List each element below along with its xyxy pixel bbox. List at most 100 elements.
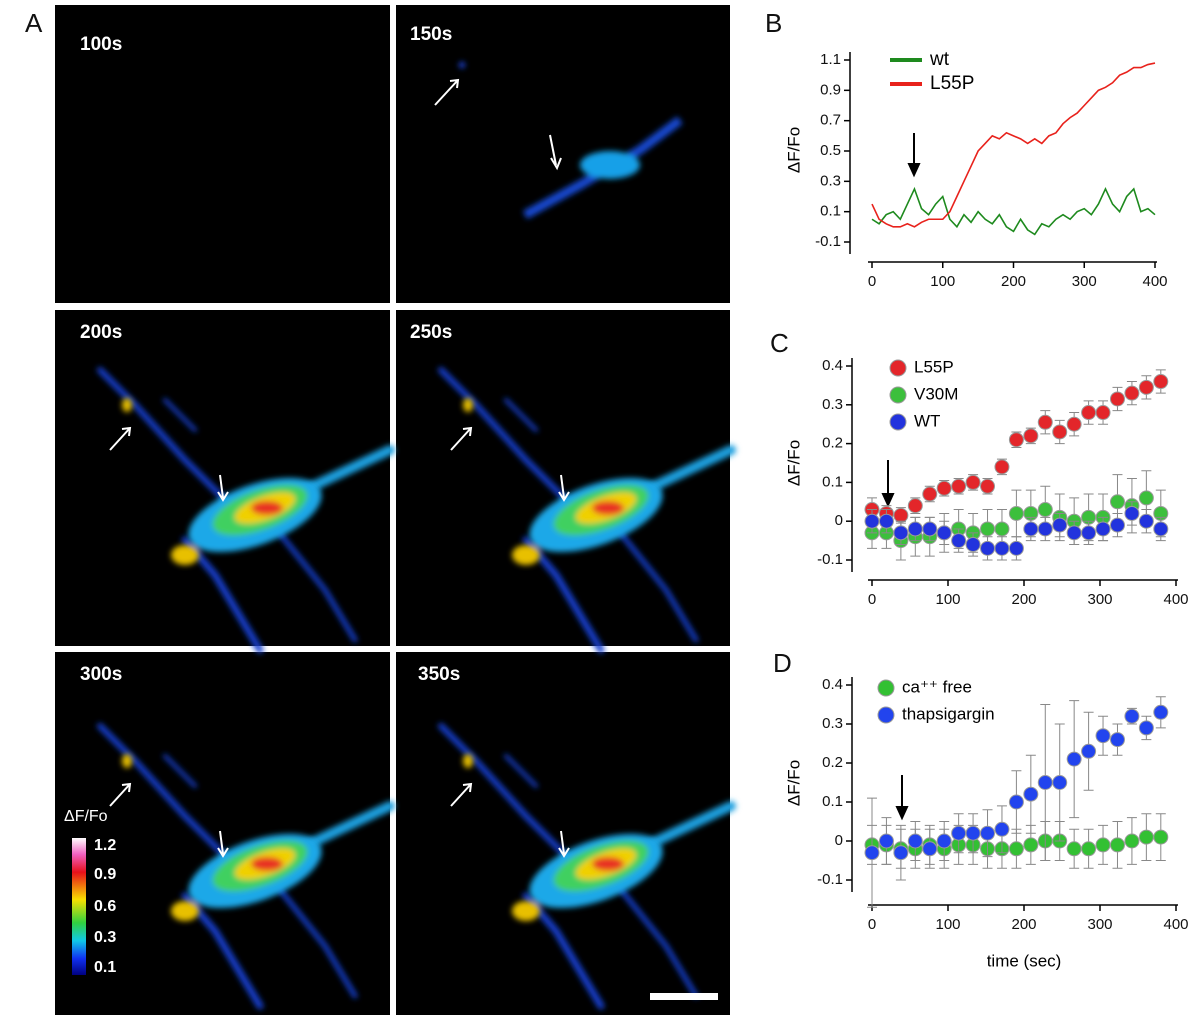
x-tick-label: 400 — [1163, 916, 1188, 933]
arrow-head — [895, 806, 909, 821]
trace — [871, 62, 1156, 228]
point — [1037, 502, 1053, 518]
panel-letter: C — [770, 328, 789, 358]
point — [980, 825, 996, 841]
y-axis-label: ΔF/Fo — [784, 127, 803, 173]
point — [1066, 416, 1082, 432]
point — [1066, 525, 1082, 541]
point — [1081, 743, 1097, 759]
panel-letter: D — [773, 648, 792, 678]
point — [893, 507, 909, 523]
y-tick-label: 0.3 — [820, 172, 841, 189]
point — [922, 841, 938, 857]
point — [1008, 540, 1024, 556]
cell-150s — [434, 62, 683, 219]
point — [1008, 505, 1024, 521]
y-tick-label: 0.1 — [820, 203, 841, 220]
x-axis-label: time (sec) — [987, 951, 1062, 970]
legend-label: ca⁺⁺ free — [902, 677, 972, 696]
x-tick-label: 100 — [935, 916, 960, 933]
point — [994, 540, 1010, 556]
arrow-head — [881, 493, 895, 508]
legend-label: L55P — [914, 357, 954, 376]
point — [1095, 405, 1111, 421]
x-tick-label: 100 — [935, 591, 960, 608]
x-tick-label: 300 — [1087, 916, 1112, 933]
y-tick-label: 0.1 — [822, 793, 843, 810]
y-tick-label: 0.3 — [822, 715, 843, 732]
x-tick-label: 100 — [930, 273, 955, 290]
point — [907, 498, 923, 514]
point — [1109, 732, 1125, 748]
point — [1008, 841, 1024, 857]
timestamp: 100s — [80, 34, 122, 55]
point — [1066, 841, 1082, 857]
point — [1095, 521, 1111, 537]
point — [1023, 428, 1039, 444]
y-tick-label: 1.1 — [820, 51, 841, 68]
point — [1153, 374, 1169, 390]
point — [1138, 379, 1154, 395]
x-tick-label: 400 — [1142, 273, 1167, 290]
y-tick-label: -0.1 — [817, 551, 843, 568]
point — [980, 540, 996, 556]
image-grid: 100s 150s 200s 250s 300s 350s ΔF/Fo 1.2 … — [55, 5, 731, 1015]
legend-label: WT — [914, 411, 940, 430]
point — [965, 825, 981, 841]
y-tick-label: 0.2 — [822, 435, 843, 452]
point — [1138, 513, 1154, 529]
y-tick-label: -0.1 — [815, 233, 841, 250]
point — [994, 459, 1010, 475]
point — [1153, 521, 1169, 537]
point — [1037, 521, 1053, 537]
x-tick-label: 200 — [1011, 591, 1036, 608]
point — [1052, 517, 1068, 533]
legend-swatch — [889, 386, 907, 404]
point — [1008, 432, 1024, 448]
point — [994, 521, 1010, 537]
point — [1109, 391, 1125, 407]
point — [1081, 405, 1097, 421]
x-tick-label: 0 — [868, 916, 876, 933]
y-axis-label: ΔF/Fo — [784, 760, 803, 806]
point — [1023, 521, 1039, 537]
arrow-head — [907, 163, 921, 178]
colorbar-title: ΔF/Fo — [64, 808, 108, 825]
point — [951, 533, 967, 549]
point — [1081, 525, 1097, 541]
point — [1109, 494, 1125, 510]
point — [936, 480, 952, 496]
stimulus-arrows — [881, 133, 921, 821]
y-tick-label: 0 — [835, 512, 843, 529]
point — [907, 521, 923, 537]
point — [980, 478, 996, 494]
legend-swatch — [877, 679, 895, 697]
point — [922, 486, 938, 502]
point — [1095, 728, 1111, 744]
x-tick-label: 200 — [1001, 273, 1026, 290]
y-tick-label: 0.5 — [820, 142, 841, 159]
x-tick-label: 300 — [1087, 591, 1112, 608]
point — [864, 845, 880, 861]
point — [878, 513, 894, 529]
legend-swatch — [889, 413, 907, 431]
colorbar-tick: 0.6 — [94, 898, 116, 915]
y-tick-label: 0.4 — [822, 357, 843, 374]
point — [1052, 775, 1068, 790]
colorbar-tick: 0.3 — [94, 929, 116, 946]
point — [1095, 837, 1111, 853]
legend-swatch — [889, 359, 907, 377]
point — [965, 536, 981, 552]
y-tick-label: -0.1 — [817, 871, 843, 888]
point — [1153, 704, 1169, 720]
colorbar-tick: 0.9 — [94, 866, 116, 883]
x-tick-label: 300 — [1072, 273, 1097, 290]
legend-swatch — [877, 706, 895, 724]
point — [1023, 837, 1039, 853]
point — [951, 825, 967, 841]
colorbar — [72, 838, 86, 975]
timestamp: 200s — [80, 322, 122, 343]
timestamp: 350s — [418, 664, 460, 685]
point — [965, 474, 981, 490]
